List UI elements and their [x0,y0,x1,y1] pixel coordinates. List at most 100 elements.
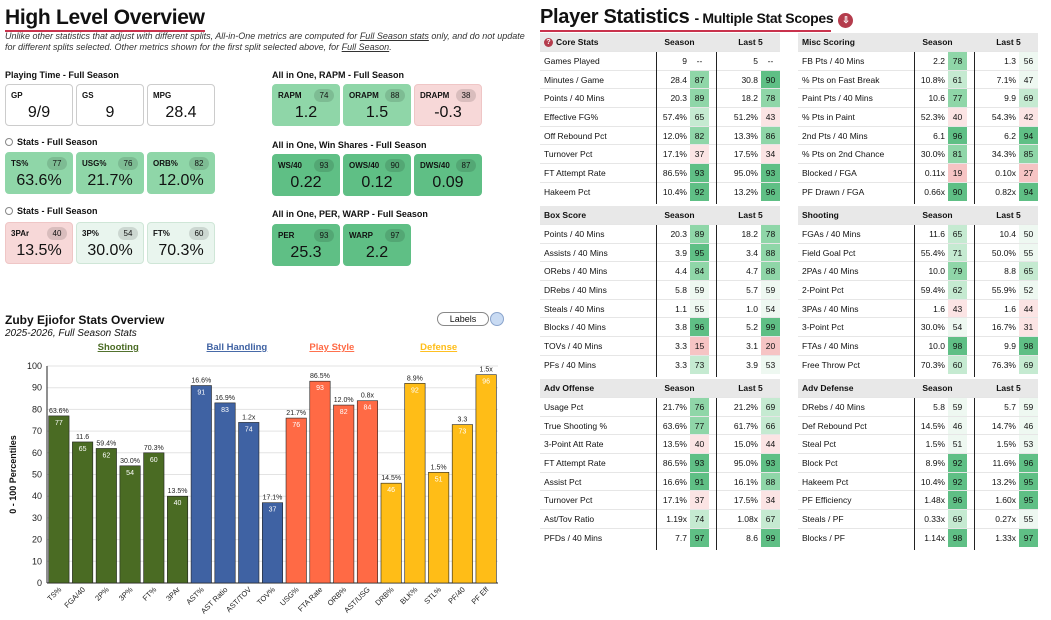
radio-stats-1[interactable] [5,138,13,146]
bar-percentile-label: 83 [221,407,229,414]
table-row: FT Attempt Rate 86.5% 93 95.0% 93 [540,453,780,473]
stat-name: DRebs / 40 Mins [544,284,607,295]
bar-percentile-label: 51 [435,476,443,483]
last5-value: 5.2 [746,322,758,333]
stat-name: TOVs / 40 Mins [544,340,603,351]
x-tick-label: FTA Rate [296,585,324,613]
season-value: 8.9% [925,457,945,468]
card-gp: GP 9/9 [5,84,73,126]
x-tick-label: 3PAr [164,585,182,603]
stat-name: FGAs / 40 Mins [802,228,861,239]
col-season[interactable]: Season [664,210,695,221]
col-last5[interactable]: Last 5 [738,37,763,48]
section-stats-1: Stats - Full Season [5,137,98,147]
col-last5[interactable]: Last 5 [738,210,763,221]
bar-stat-label: 11.6 [76,434,89,441]
x-tick-label: DRB% [373,585,396,608]
table-title: Misc Scoring [802,37,855,48]
last5-value: 8.6 [746,532,758,543]
col-season[interactable]: Season [922,210,953,221]
table-row: Field Goal Pct 55.4% 71 50.0% 55 [798,243,1038,262]
col-season[interactable]: Season [922,383,953,394]
info-icon[interactable]: ? [544,38,553,48]
season-value: 5.8 [675,284,687,295]
last5-percentile: 69 [1019,355,1038,374]
bar-stat-label: 21.7% [286,410,306,417]
last5-percentile: 88 [761,472,780,491]
x-tick-label: USG% [278,585,301,608]
last5-value: 18.2 [741,228,758,239]
full-season-stats-link[interactable]: Full Season stats [359,31,429,41]
last5-percentile: 88 [761,243,780,262]
table-row: Blocks / PF 1.14x 98 1.33x 97 [798,528,1038,547]
col-season[interactable]: Season [664,383,695,394]
table-row: Turnover Pct 17.1% 37 17.5% 34 [540,490,780,510]
stat-name: Field Goal Pct [802,247,856,258]
bar-stat-label: 17.1% [263,495,283,502]
labels-toggle[interactable] [490,312,504,326]
radio-stats-2[interactable] [5,207,13,215]
col-last5[interactable]: Last 5 [996,210,1021,221]
card-ws40: WS/40 93 0.22 [272,154,340,196]
column-divider [914,398,915,550]
last5-value: 13.3% [733,130,758,141]
card-value: 9/9 [27,104,51,121]
chart-subtitle: 2025-2026, Full Season Stats [5,328,137,339]
last5-value: 7.1% [996,74,1016,85]
chart-title: Zuby Ejiofor Stats Overview [5,313,165,327]
last5-value: 17.5% [733,149,758,160]
table-row: % Pts on 2nd Chance 30.0% 81 34.3% 85 [798,144,1038,164]
x-tick-label: 2P% [93,585,111,603]
x-tick-label: FT% [141,585,159,603]
last5-percentile: 88 [761,261,780,281]
table-row: PFs / 40 Mins 3.3 73 3.9 53 [540,355,780,374]
last5-percentile: 95 [1019,490,1038,510]
season-value: 10.6 [928,93,945,104]
table-row: PF Drawn / FGA 0.66x 90 0.82x 94 [798,182,1038,201]
bar-percentile-label: 92 [411,387,419,394]
stat-name: Turnover Pct [544,495,593,506]
table-row: Assist Pct 16.6% 91 16.1% 88 [540,472,780,491]
labels-button[interactable]: Labels [437,312,489,326]
column-divider [716,225,717,377]
season-percentile: 89 [690,224,709,244]
last5-percentile: 55 [1019,509,1038,529]
last5-percentile: 78 [761,224,780,244]
bar-stat-label: 16.9% [215,395,235,402]
last5-percentile: 34 [761,490,780,510]
y-tick-label: 40 [32,491,42,501]
x-tick-label: AST/TOV [224,585,253,614]
season-value: 6.1 [933,130,945,141]
last5-value: 76.3% [991,359,1016,370]
last5-value: 4.7 [746,266,758,277]
season-value: 0.33x [924,513,945,524]
last5-percentile: 20 [761,336,780,356]
last5-percentile: 27 [1019,163,1038,183]
y-tick-label: 60 [32,448,42,458]
col-last5[interactable]: Last 5 [738,383,763,394]
col-last5[interactable]: Last 5 [996,383,1021,394]
col-season[interactable]: Season [664,37,695,48]
table-row: Points / 40 Mins 20.3 89 18.2 78 [540,88,780,108]
y-tick-label: 90 [32,383,42,393]
col-last5[interactable]: Last 5 [996,37,1021,48]
y-tick-label: 50 [32,470,42,480]
x-tick-label: TOV% [255,585,277,607]
card-3par: 3PAr 40 13.5% [5,222,73,264]
full-season-link[interactable]: Full Season [341,42,390,52]
season-value: 30.0% [920,149,945,160]
col-season[interactable]: Season [922,37,953,48]
stat-name: Effective FG% [544,111,599,122]
bar-stat-label: 1.5x [480,367,494,374]
last5-value: 11.6% [992,457,1016,468]
x-tick-label: AST% [184,585,206,607]
table-title: Box Score [544,210,587,221]
last5-value: 9.9 [1004,93,1016,104]
table-row: True Shooting % 63.6% 77 61.7% 66 [540,416,780,435]
card-ft: FT% 60 70.3% [147,222,215,264]
last5-value: 34.3% [991,149,1016,160]
season-value: 10.0 [928,340,945,351]
last5-percentile: 66 [761,416,780,435]
download-icon[interactable]: ⇩ [838,13,854,28]
season-percentile: 37 [690,144,709,164]
